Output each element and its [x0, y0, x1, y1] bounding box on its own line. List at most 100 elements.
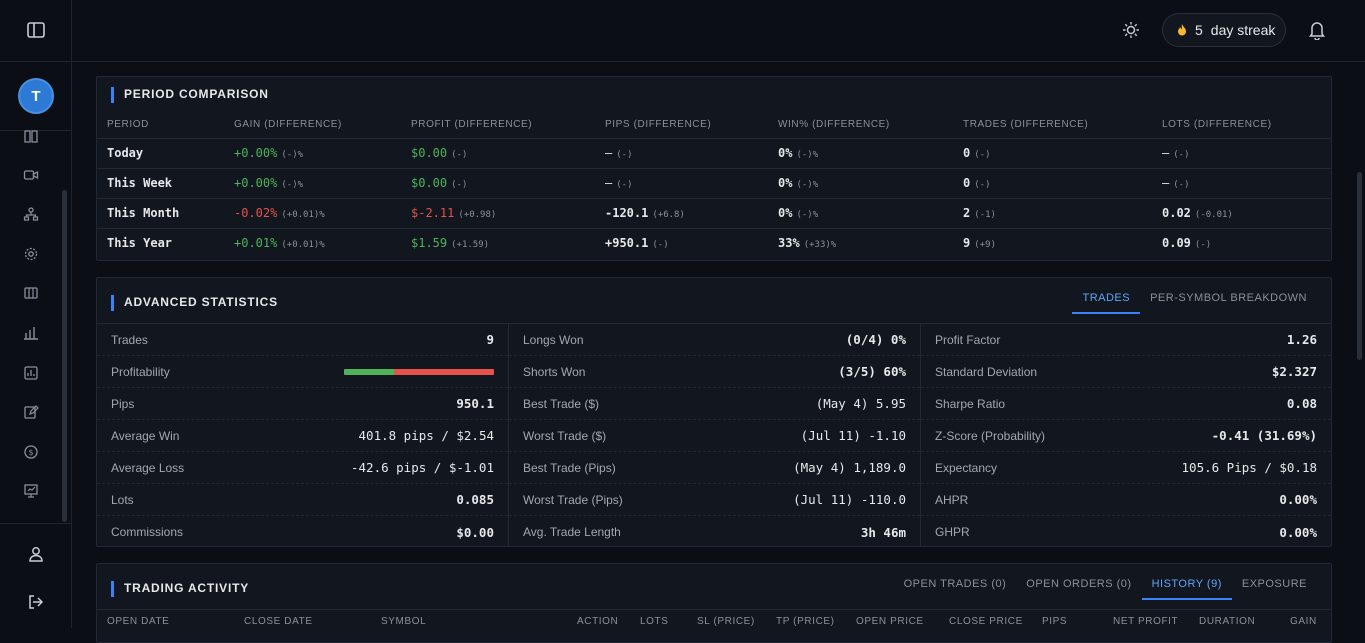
column-header[interactable]: LOTS — [640, 616, 669, 627]
lots-diff: (-) — [1173, 150, 1190, 160]
stat-value: 401.8 pips / $2.54 — [358, 428, 494, 443]
win-diff: (-)% — [796, 150, 819, 160]
sidebar-toggle-icon[interactable] — [26, 20, 46, 40]
column-header[interactable]: SL (PRICE) — [697, 616, 755, 627]
avatar[interactable]: T — [18, 78, 54, 114]
book-icon[interactable] — [23, 128, 39, 144]
stat-label: Z-Score (Probability) — [935, 428, 1046, 443]
trades-diff: (+9) — [974, 240, 996, 251]
pips-diff: (+6.8) — [652, 210, 685, 220]
bar-chart-icon[interactable] — [23, 325, 39, 341]
profit-value: $0.00 — [411, 146, 448, 160]
chart-box-icon[interactable] — [23, 365, 39, 381]
column-header[interactable]: OPEN PRICE — [856, 616, 924, 627]
profit-value: $1.59 — [411, 236, 448, 251]
stat-row: GHPR 0.00% — [921, 516, 1331, 548]
stat-label: Profitability — [111, 364, 170, 379]
gain-value: +0.00% — [234, 176, 278, 190]
video-icon[interactable] — [23, 167, 39, 183]
logout-icon[interactable] — [27, 593, 45, 611]
gear-icon[interactable] — [23, 246, 39, 262]
column-header[interactable]: NET PROFIT — [1113, 616, 1179, 627]
lots-diff: (-) — [1194, 240, 1212, 251]
stat-value: 3h 46m — [860, 524, 906, 540]
win-diff: (+33)% — [803, 240, 837, 251]
stat-label: Best Trade (Pips) — [523, 460, 616, 475]
advanced-tabs: TRADES PER-SYMBOL BREAKDOWN — [1072, 286, 1317, 314]
stat-value: (May 4) 1,189.0 — [793, 460, 906, 475]
column-header[interactable]: SYMBOL — [381, 616, 427, 627]
network-icon[interactable] — [23, 206, 39, 222]
gain-value: +0.01% — [234, 236, 278, 251]
stat-row: Commissions $0.00 — [97, 516, 508, 548]
stat-value: 105.6 Pips / $0.18 — [1181, 460, 1317, 475]
panel-title: TRADING ACTIVITY — [111, 581, 249, 597]
activity-tabs: OPEN TRADES (0) OPEN ORDERS (0) HISTORY … — [894, 572, 1317, 600]
column-header[interactable]: TP (PRICE) — [776, 616, 835, 627]
pips-value: -120.1 — [605, 206, 649, 220]
bell-icon[interactable] — [1308, 20, 1326, 40]
tab-open-orders[interactable]: OPEN ORDERS (0) — [1026, 578, 1132, 590]
column-header[interactable]: CLOSE DATE — [244, 616, 313, 627]
win-value: 0% — [778, 176, 793, 190]
stat-value: -42.6 pips / $-1.01 — [351, 460, 494, 475]
top-bar: 5 day streak — [72, 0, 1365, 62]
stat-label: Worst Trade ($) — [523, 428, 607, 443]
stat-row: Worst Trade (Pips) (Jul 11) -110.0 — [509, 484, 920, 516]
lots-diff: (-0.01) — [1194, 210, 1233, 220]
column-header[interactable]: OPEN DATE — [107, 616, 170, 627]
period-label: Today — [97, 138, 224, 169]
gain-diff: (+0.01)% — [281, 210, 325, 220]
tab-history[interactable]: HISTORY (9) — [1141, 572, 1232, 600]
lots-value: 0.02 — [1162, 206, 1191, 220]
stat-label: Standard Deviation — [935, 364, 1038, 379]
gain-value: -0.02% — [234, 206, 278, 220]
column-header[interactable]: ACTION — [577, 616, 619, 627]
tab-open-trades[interactable]: OPEN TRADES (0) — [903, 578, 1007, 590]
win-value: 0% — [778, 146, 793, 160]
dollar-icon[interactable]: $ — [23, 444, 39, 460]
stat-label: Worst Trade (Pips) — [523, 492, 623, 507]
page-scrollbar[interactable] — [1357, 172, 1362, 360]
stat-value: 0.08 — [1286, 396, 1317, 411]
lots-value: 0.09 — [1162, 236, 1191, 251]
lots-value: — — [1162, 176, 1170, 190]
stat-value: $2.327 — [1271, 364, 1317, 379]
column-header[interactable]: GAIN — [1290, 616, 1317, 627]
sun-icon[interactable] — [1122, 21, 1140, 39]
column-header[interactable]: PIPS — [1042, 616, 1068, 627]
period-label: This Month — [97, 198, 224, 229]
activity-table-header: OPEN DATE CLOSE DATE SYMBOL ACTION LOTS … — [97, 616, 1331, 632]
column-header[interactable]: DURATION — [1199, 616, 1256, 627]
columns-icon[interactable] — [23, 285, 39, 301]
tab-trades[interactable]: TRADES — [1072, 286, 1141, 314]
stat-row: Best Trade ($) (May 4) 5.95 — [509, 388, 920, 420]
stat-row: Trades 9 — [97, 324, 508, 356]
pips-diff: (-) — [652, 240, 669, 251]
panel-title: ADVANCED STATISTICS — [111, 295, 278, 311]
presentation-icon[interactable] — [23, 483, 39, 499]
tab-exposure[interactable]: EXPOSURE — [1241, 578, 1307, 590]
user-icon[interactable] — [27, 545, 45, 563]
stat-label: Trades — [111, 332, 148, 347]
stat-value: 9 — [486, 332, 494, 347]
stat-row: Standard Deviation $2.327 — [921, 356, 1331, 388]
stat-row: Shorts Won (3/5) 60% — [509, 356, 920, 388]
table-row: This Month -0.02% (+0.01)% $-2.11 (+0.98) … — [97, 198, 1331, 229]
streak-badge[interactable]: 5 day streak — [1162, 13, 1286, 47]
profitability-bar — [344, 368, 494, 375]
win-diff: (-)% — [796, 210, 819, 220]
trades-value: 0 — [963, 146, 971, 160]
sidebar-scrollbar[interactable] — [62, 190, 67, 522]
streak-label: day streak — [1210, 22, 1276, 38]
stat-row: Sharpe Ratio 0.08 — [921, 388, 1331, 420]
column-header: PIPS (DIFFERENCE) — [595, 112, 768, 139]
gain-diff: (-)% — [281, 180, 304, 190]
period-label: This Year — [107, 236, 173, 251]
column-header[interactable]: CLOSE PRICE — [949, 616, 1023, 627]
tab-per-symbol-breakdown[interactable]: PER-SYMBOL BREAKDOWN — [1150, 292, 1307, 304]
profitability-loss-segment — [393, 368, 494, 375]
stat-row: Expectancy 105.6 Pips / $0.18 — [921, 452, 1331, 484]
win-value: 0% — [778, 206, 793, 220]
edit-icon[interactable] — [23, 404, 39, 420]
